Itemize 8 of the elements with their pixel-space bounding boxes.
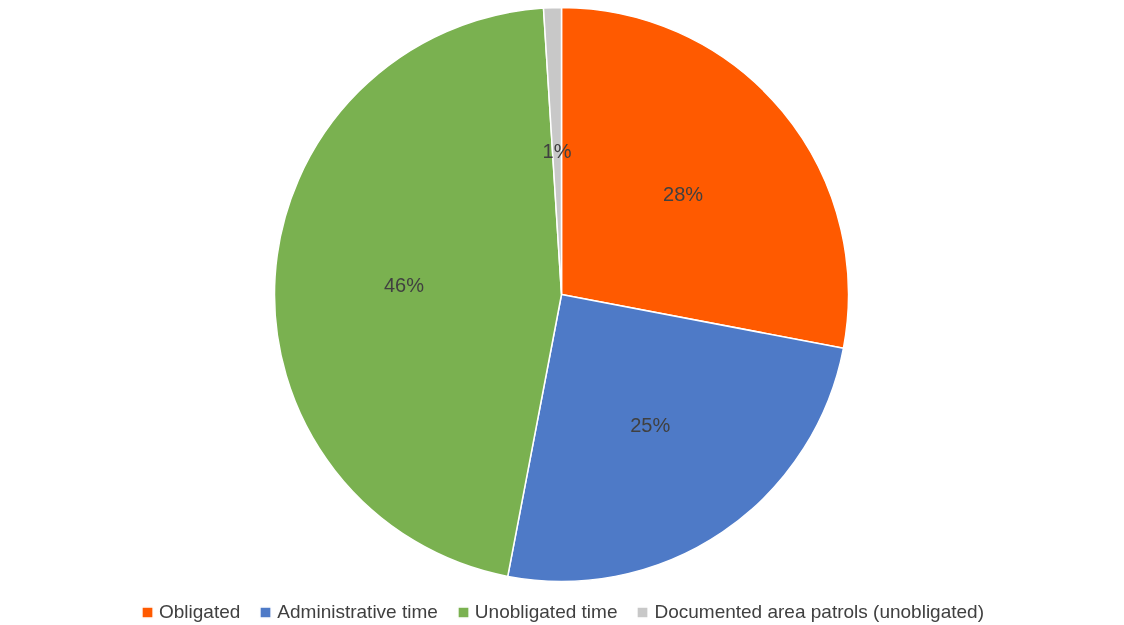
legend-label: Documented area patrols (unobligated) [654, 601, 984, 623]
legend-label: Obligated [159, 601, 241, 623]
data-label: 46% [383, 273, 425, 296]
legend-label: Unobligated time [474, 601, 618, 623]
legend-label: Administrative time [277, 601, 438, 623]
data-label: 28% [663, 182, 704, 205]
data-label: 25% [630, 414, 671, 437]
data-label: 1% [542, 140, 572, 163]
